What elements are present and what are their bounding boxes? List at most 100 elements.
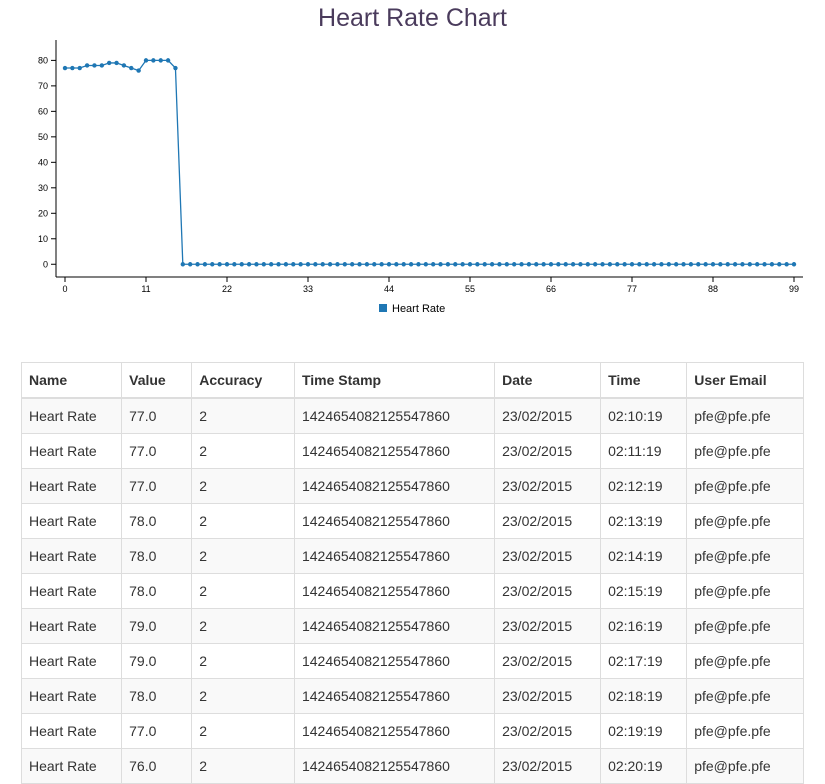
- data-point: [629, 262, 635, 267]
- data-table: Name Value Accuracy Time Stamp Date Time User …: [20, 362, 804, 784]
- data-point: [158, 58, 163, 63]
- table-cell: 2: [191, 713, 295, 749]
- table-cell: 1424654082125547860: [293, 748, 496, 784]
- data-point: [291, 262, 296, 267]
- table-cell: 2: [191, 608, 295, 644]
- table-cell: 1424654082125547860: [293, 678, 496, 714]
- table-cell: 02:17:19: [600, 643, 688, 679]
- table-cell: 23/02/2015: [494, 397, 602, 434]
- data-point: [129, 65, 134, 71]
- y-tick-label: 60: [38, 106, 48, 116]
- table-cell: 2: [191, 538, 295, 574]
- table-row: Heart Rate 78.0 2 1424654082125547860 23/02/…: [20, 678, 804, 714]
- data-point: [754, 262, 760, 267]
- table-cell: 02:16:19: [600, 608, 688, 644]
- table-cell: 23/02/2015: [494, 573, 602, 609]
- table-cell: Heart Rate: [20, 573, 123, 609]
- data-point: [548, 262, 554, 267]
- data-point: [401, 262, 406, 267]
- data-point: [283, 262, 289, 267]
- table-cell: Heart Rate: [20, 538, 123, 574]
- data-point: [313, 262, 318, 267]
- x-tick-label: 22: [222, 284, 232, 294]
- data-point: [357, 262, 362, 267]
- data-point: [688, 262, 694, 267]
- table-cell: pfe@pfe.pfe: [686, 713, 804, 749]
- column-header: Date: [494, 362, 602, 399]
- table-cell: pfe@pfe.pfe: [686, 503, 804, 539]
- table-cell: 1424654082125547860: [293, 433, 496, 469]
- data-point: [173, 65, 178, 71]
- data-point: [703, 262, 708, 267]
- data-point: [438, 262, 443, 267]
- table-cell: 78.0: [121, 503, 193, 539]
- table-cell: 02:14:19: [600, 538, 688, 574]
- data-point: [114, 60, 119, 66]
- x-tick-label: 11: [141, 284, 150, 294]
- data-point: [659, 262, 664, 267]
- table-cell: Heart Rate: [20, 678, 123, 714]
- data-point: [202, 262, 208, 267]
- data-point: [408, 262, 414, 267]
- data-point: [210, 262, 215, 267]
- data-point: [232, 262, 237, 267]
- data-point: [534, 262, 539, 267]
- table-cell: 23/02/2015: [494, 503, 602, 539]
- table-cell: 23/02/2015: [494, 678, 602, 714]
- table-cell: 2: [191, 468, 295, 504]
- table-cell: Heart Rate: [20, 433, 123, 469]
- data-point: [453, 262, 458, 267]
- data-point: [791, 262, 797, 267]
- data-point: [769, 262, 775, 267]
- data-point: [637, 262, 642, 267]
- data-point: [600, 262, 605, 267]
- table-cell: 02:20:19: [600, 748, 688, 784]
- table-cell: 78.0: [121, 678, 193, 714]
- legend: Heart Rate: [379, 303, 445, 315]
- data-point: [519, 262, 524, 267]
- table-cell: 1424654082125547860: [293, 608, 496, 644]
- data-point: [92, 63, 97, 68]
- table-cell: pfe@pfe.pfe: [686, 748, 804, 784]
- data-point: [77, 65, 82, 71]
- table-cell: Heart Rate: [20, 713, 123, 749]
- data-point: [732, 262, 738, 267]
- data-point: [151, 58, 156, 63]
- data-point: [696, 262, 701, 267]
- table-cell: pfe@pfe.pfe: [686, 468, 804, 504]
- table-cell: 1424654082125547860: [293, 573, 496, 609]
- table-cell: 23/02/2015: [494, 608, 602, 644]
- y-tick-label: 50: [38, 132, 48, 142]
- data-point: [195, 262, 200, 267]
- column-header: Time: [600, 362, 688, 399]
- data-point: [106, 60, 112, 66]
- table-cell: 2: [191, 748, 295, 784]
- data-point: [217, 262, 222, 267]
- table-cell: 2: [191, 433, 295, 469]
- table-cell: pfe@pfe.pfe: [686, 573, 804, 609]
- chart-title: Heart Rate Chart: [318, 4, 507, 32]
- x-tick-label: 88: [708, 284, 718, 294]
- data-point: [187, 262, 193, 267]
- x-tick-label: 33: [303, 284, 313, 294]
- data-point: [268, 262, 274, 267]
- data-point: [489, 262, 495, 267]
- data-point: [681, 262, 686, 267]
- data-point: [276, 262, 281, 267]
- column-header: Name: [20, 362, 123, 399]
- data-point: [364, 262, 370, 267]
- data-point: [305, 262, 311, 267]
- table-cell: pfe@pfe.pfe: [686, 608, 804, 644]
- y-axis: 0 10 20 30 40 50 60 70 80: [38, 40, 57, 277]
- table-cell: pfe@pfe.pfe: [686, 643, 804, 679]
- data-point: [246, 262, 252, 267]
- table-cell: 02:11:19: [600, 433, 688, 469]
- table-cell: 23/02/2015: [494, 538, 602, 574]
- data-point: [327, 262, 333, 267]
- table-cell: 2: [191, 503, 295, 539]
- data-point: [563, 262, 568, 267]
- data-point: [644, 262, 649, 267]
- data-point: [497, 262, 502, 267]
- y-tick-label: 80: [38, 55, 48, 65]
- table-cell: Heart Rate: [20, 608, 123, 644]
